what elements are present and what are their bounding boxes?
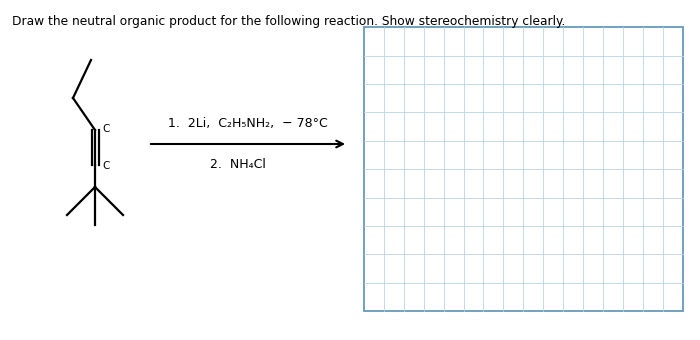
Text: C: C xyxy=(102,161,109,171)
Text: Draw the neutral organic product for the following reaction. Show stereochemistr: Draw the neutral organic product for the… xyxy=(12,15,566,28)
Text: 2.  NH₄Cl: 2. NH₄Cl xyxy=(210,158,266,171)
Text: C: C xyxy=(102,124,109,134)
Text: 1.  2Li,  C₂H₅NH₂,  − 78°C: 1. 2Li, C₂H₅NH₂, − 78°C xyxy=(168,117,328,130)
